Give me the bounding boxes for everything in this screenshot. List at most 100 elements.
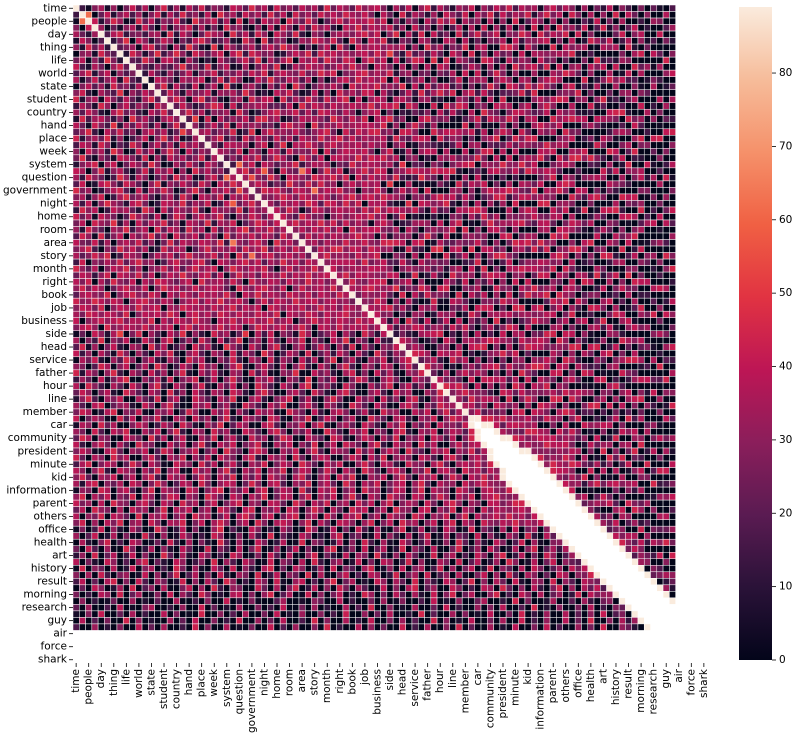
cell <box>455 122 463 130</box>
cell <box>480 135 488 143</box>
cell <box>537 323 545 331</box>
cell <box>443 82 450 90</box>
cell <box>618 193 626 201</box>
cell <box>85 122 93 130</box>
cell <box>254 50 262 58</box>
cell <box>298 206 306 214</box>
cell <box>581 310 588 318</box>
cell <box>85 148 93 156</box>
cell <box>154 82 162 90</box>
cell <box>487 167 494 175</box>
cell <box>261 278 268 286</box>
cell <box>593 102 601 110</box>
cell <box>355 252 363 260</box>
cell <box>612 95 620 103</box>
cell <box>625 89 632 97</box>
cell <box>173 187 180 195</box>
cell <box>311 278 319 286</box>
cell <box>141 239 149 247</box>
cell <box>530 37 538 45</box>
cell <box>643 278 651 286</box>
cell <box>229 37 237 45</box>
cell <box>537 122 545 130</box>
cell <box>556 76 563 84</box>
cell <box>505 148 513 156</box>
cell <box>116 76 124 84</box>
cell <box>399 50 406 58</box>
cell <box>650 304 658 312</box>
cell <box>85 43 93 51</box>
cell <box>669 17 676 25</box>
cell <box>336 252 344 260</box>
cell <box>273 24 281 32</box>
cell <box>273 291 281 299</box>
cell <box>185 317 193 325</box>
cell <box>650 56 658 64</box>
cell <box>104 50 111 58</box>
cell <box>279 291 287 299</box>
cell <box>166 135 174 143</box>
cell <box>173 271 180 279</box>
cell <box>217 76 224 84</box>
cell <box>399 24 406 32</box>
cell <box>392 310 400 318</box>
cell <box>148 115 155 123</box>
cell <box>581 258 588 266</box>
cell <box>179 317 187 325</box>
cell <box>537 95 545 103</box>
cell <box>254 76 262 84</box>
cell <box>122 213 130 221</box>
cell <box>198 206 206 214</box>
cell <box>110 200 118 208</box>
cell <box>650 82 658 90</box>
cell <box>399 206 406 214</box>
cell <box>380 135 388 143</box>
cell <box>537 50 545 58</box>
cell <box>261 11 268 19</box>
cell <box>518 122 526 130</box>
cell <box>97 17 105 25</box>
cell <box>556 108 563 117</box>
cell <box>374 278 381 286</box>
cell <box>399 226 406 234</box>
cell <box>399 154 406 162</box>
cell <box>505 108 513 117</box>
cell <box>148 213 155 221</box>
cell <box>568 219 576 227</box>
cell <box>185 43 193 51</box>
cell <box>505 200 513 208</box>
cell <box>430 63 438 71</box>
cell <box>204 180 212 188</box>
cell <box>417 232 425 240</box>
cell <box>493 24 501 32</box>
cell <box>524 154 532 162</box>
cell <box>493 4 501 12</box>
cell <box>530 239 538 247</box>
cell <box>468 193 475 201</box>
cell <box>374 37 381 45</box>
cell <box>424 154 432 162</box>
cell <box>292 30 300 38</box>
cell <box>323 30 331 38</box>
cell <box>505 56 513 64</box>
cell <box>669 11 676 19</box>
cell <box>336 265 344 273</box>
cell <box>179 76 187 84</box>
cell <box>317 37 325 45</box>
cell <box>493 330 501 338</box>
cell <box>600 317 607 325</box>
cell <box>336 122 344 130</box>
cell <box>148 11 155 19</box>
cell <box>593 154 601 162</box>
cell <box>192 304 199 312</box>
cell <box>480 11 488 19</box>
cell <box>242 141 250 149</box>
cell <box>254 297 262 305</box>
cell <box>235 154 243 162</box>
cell <box>261 161 268 169</box>
cell <box>248 304 256 312</box>
cell <box>242 317 250 325</box>
cell <box>298 102 306 110</box>
cell <box>85 337 93 345</box>
cell <box>135 135 143 143</box>
